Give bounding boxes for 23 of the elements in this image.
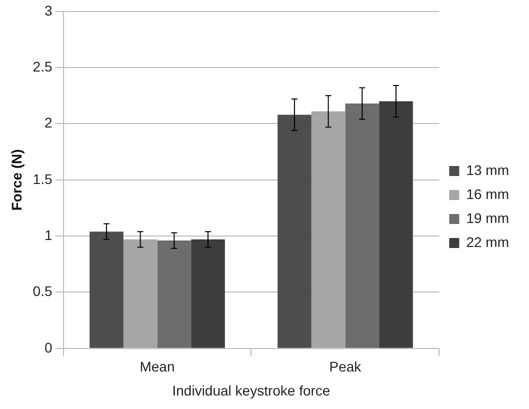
y-tick-label: 1.5 bbox=[32, 170, 52, 187]
x-axis-title: Individual keystroke force bbox=[172, 382, 330, 398]
x-tick-label: Peak bbox=[329, 358, 362, 375]
bar bbox=[311, 111, 346, 348]
legend-label: 22 mm bbox=[466, 234, 510, 250]
bar bbox=[157, 240, 192, 348]
legend-label: 19 mm bbox=[466, 210, 510, 226]
x-tick-label: Mean bbox=[140, 358, 175, 375]
y-tick-label: 0 bbox=[44, 339, 52, 356]
bar bbox=[191, 239, 225, 348]
y-tick-label: 3 bbox=[44, 2, 52, 18]
bar bbox=[345, 104, 380, 348]
y-axis-title: Force (N) bbox=[8, 149, 24, 211]
bar bbox=[278, 114, 312, 348]
legend-label: 16 mm bbox=[466, 186, 510, 202]
bar bbox=[123, 239, 158, 348]
y-tick-label: 2.5 bbox=[32, 58, 52, 74]
y-tick-label: 1 bbox=[44, 226, 52, 243]
y-tick-label: 2 bbox=[44, 114, 52, 131]
bar bbox=[90, 232, 124, 348]
legend-label: 13 mm bbox=[466, 162, 510, 178]
y-tick-label: 0.5 bbox=[32, 283, 52, 300]
bar bbox=[379, 101, 413, 348]
